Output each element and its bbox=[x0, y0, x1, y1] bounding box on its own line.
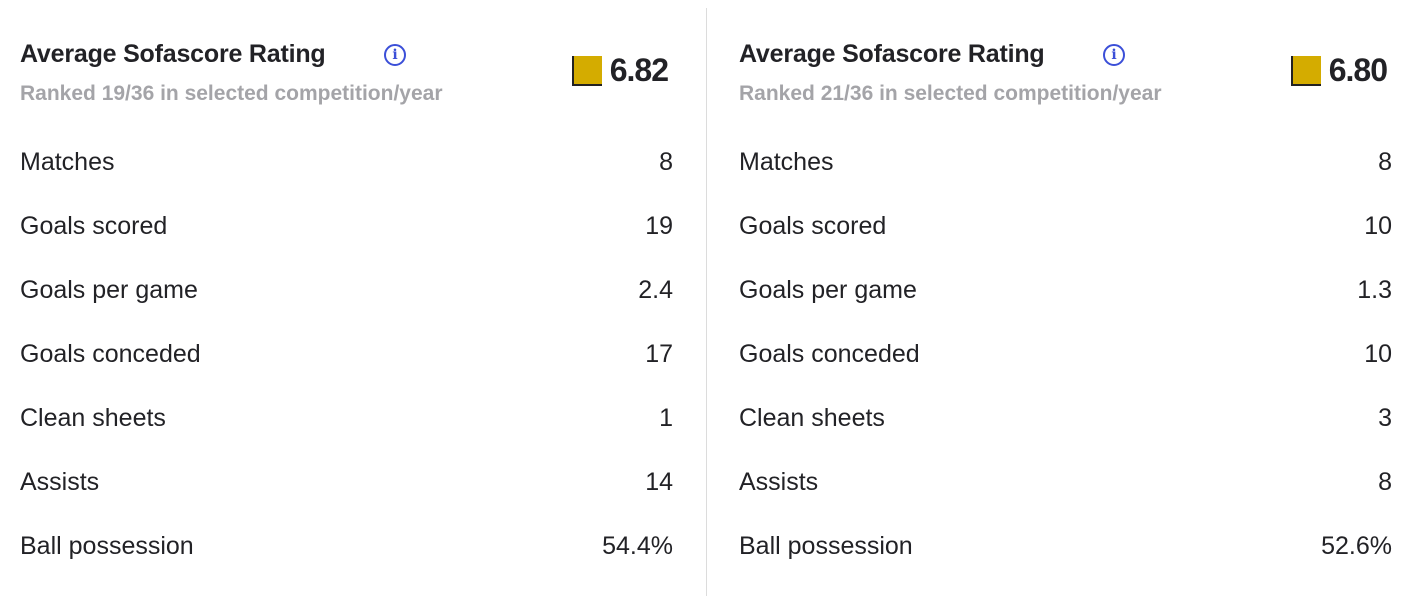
stat-row: Goals scored 19 bbox=[20, 212, 673, 241]
rating-value: 6.82 bbox=[609, 52, 669, 88]
team-stats-panel-right: Average Sofascore Rating i Ranked 21/36 … bbox=[739, 0, 1392, 600]
stat-label: Goals per game bbox=[739, 276, 917, 304]
stat-label: Goals conceded bbox=[739, 340, 920, 368]
stat-value: 3 bbox=[1378, 404, 1392, 432]
stat-label: Goals scored bbox=[20, 212, 168, 240]
stat-value: 10 bbox=[1364, 340, 1392, 368]
divider bbox=[706, 8, 707, 596]
rating-title: Average Sofascore Rating bbox=[739, 40, 1045, 68]
stat-label: Assists bbox=[20, 468, 100, 496]
rating-value: 6.80 bbox=[1328, 52, 1388, 88]
stat-label: Clean sheets bbox=[739, 404, 885, 432]
stat-value: 8 bbox=[1378, 148, 1392, 176]
stat-label: Matches bbox=[20, 148, 115, 176]
stat-value: 1 bbox=[659, 404, 673, 432]
stat-value: 19 bbox=[645, 212, 673, 240]
stat-row: Matches 8 bbox=[20, 148, 673, 177]
stat-label: Assists bbox=[739, 468, 819, 496]
stat-row: Matches 8 bbox=[739, 148, 1392, 177]
info-icon[interactable]: i bbox=[1103, 44, 1125, 66]
stat-value: 17 bbox=[645, 340, 673, 368]
stat-row: Clean sheets 3 bbox=[739, 404, 1392, 433]
rating-title: Average Sofascore Rating bbox=[20, 40, 326, 68]
stat-row: Ball possession 52.6% bbox=[739, 532, 1392, 561]
stat-value: 8 bbox=[1378, 468, 1392, 496]
stat-value: 8 bbox=[659, 148, 673, 176]
stat-row: Goals per game 1.3 bbox=[739, 276, 1392, 305]
info-icon[interactable]: i bbox=[384, 44, 406, 66]
team-stats-panel-left: Average Sofascore Rating i Ranked 19/36 … bbox=[20, 0, 673, 600]
stat-label: Goals conceded bbox=[20, 340, 201, 368]
stat-label: Matches bbox=[739, 148, 834, 176]
stat-label: Ball possession bbox=[739, 532, 913, 560]
stat-value: 2.4 bbox=[638, 276, 673, 304]
stat-value: 54.4% bbox=[602, 532, 673, 560]
stat-row: Goals per game 2.4 bbox=[20, 276, 673, 305]
stat-value: 1.3 bbox=[1357, 276, 1392, 304]
stat-value: 14 bbox=[645, 468, 673, 496]
stat-label: Clean sheets bbox=[20, 404, 166, 432]
stat-row: Goals conceded 10 bbox=[739, 340, 1392, 369]
stat-value: 52.6% bbox=[1321, 532, 1392, 560]
rating-badge: 6.82 bbox=[571, 52, 669, 89]
stat-row: Goals conceded 17 bbox=[20, 340, 673, 369]
rating-color-swatch bbox=[571, 55, 602, 86]
rating-badge: 6.80 bbox=[1290, 52, 1388, 89]
stat-label: Goals per game bbox=[20, 276, 198, 304]
stat-row: Clean sheets 1 bbox=[20, 404, 673, 433]
stat-label: Ball possession bbox=[20, 532, 194, 560]
stat-row: Goals scored 10 bbox=[739, 212, 1392, 241]
stat-row: Assists 14 bbox=[20, 468, 673, 497]
rating-rank: Ranked 21/36 in selected competition/yea… bbox=[739, 82, 1162, 105]
stat-row: Ball possession 54.4% bbox=[20, 532, 673, 561]
stat-value: 10 bbox=[1364, 212, 1392, 240]
stat-row: Assists 8 bbox=[739, 468, 1392, 497]
rating-color-swatch bbox=[1290, 55, 1321, 86]
stat-label: Goals scored bbox=[739, 212, 887, 240]
rating-rank: Ranked 19/36 in selected competition/yea… bbox=[20, 82, 443, 105]
